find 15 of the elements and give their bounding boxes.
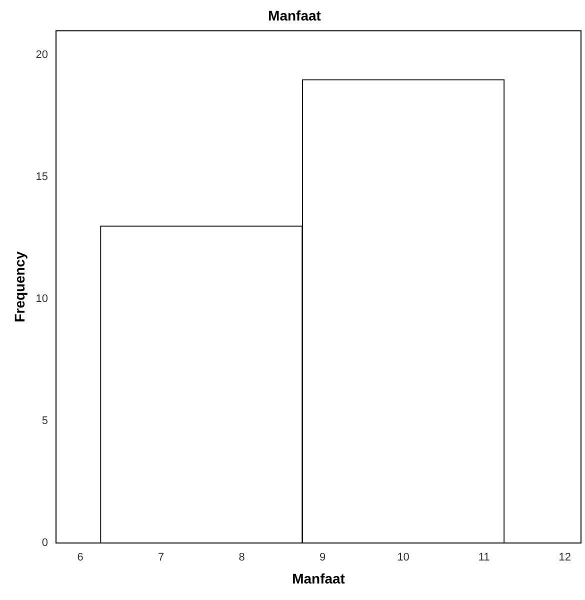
x-tick-label: 6 [77,552,84,564]
y-tick-label: 20 [36,49,48,62]
y-axis-title: Frequency [11,251,28,322]
x-tick-label: 10 [397,552,410,564]
y-tick-label: 0 [42,537,48,550]
y-tick-label: 5 [42,415,48,428]
y-tick-label: 15 [36,171,48,184]
x-tick-label: 12 [558,552,571,564]
x-tick-label: 11 [478,552,490,564]
x-axis-title: Manfaat [292,570,346,586]
chart-title: Manfaat [268,7,322,24]
y-tick-label: 10 [36,293,48,306]
x-tick-label: 9 [319,552,326,564]
x-tick-label: 8 [238,552,245,564]
x-tick-label: 7 [158,552,164,564]
